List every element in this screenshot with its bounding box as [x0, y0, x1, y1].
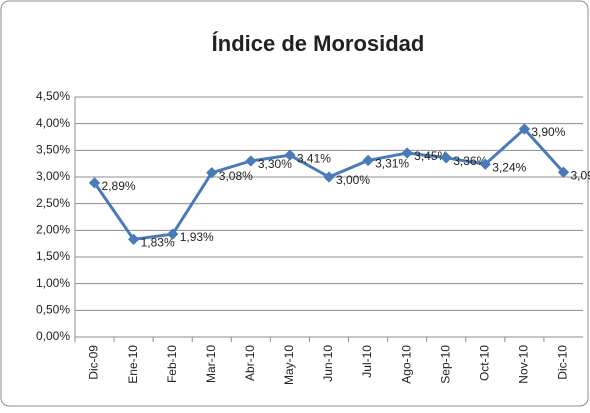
data-label: 3,24% — [492, 160, 526, 174]
chart-title: Índice de Morosidad — [212, 31, 425, 56]
data-label: 3,30% — [258, 157, 292, 171]
marker — [284, 149, 296, 161]
x-tick-label: Dic-09 — [87, 345, 101, 380]
y-tick-label: 0,00% — [36, 329, 70, 343]
marker — [440, 152, 452, 164]
x-tick-label: Jul-10 — [360, 345, 374, 378]
data-label: 3,00% — [336, 173, 370, 187]
x-tick-label: Mar-10 — [204, 345, 218, 383]
y-tick-label: 2,50% — [36, 196, 70, 210]
y-tick-label: 4,50% — [36, 89, 70, 103]
y-tick-label: 1,50% — [36, 249, 70, 263]
marker — [167, 228, 179, 240]
y-tick-label: 3,50% — [36, 143, 70, 157]
y-tick-label: 4,00% — [36, 116, 70, 130]
data-label: 2,89% — [102, 179, 136, 193]
x-tick-label: May-10 — [282, 345, 296, 385]
marker — [479, 158, 491, 170]
marker — [401, 147, 413, 159]
x-tick-label: Nov-10 — [517, 345, 531, 384]
marker — [323, 171, 335, 183]
y-tick-label: 2,00% — [36, 223, 70, 237]
data-label: 3,45% — [414, 149, 448, 163]
marker — [362, 154, 374, 167]
data-label: 3,41% — [297, 151, 331, 165]
data-label: 3,09% — [570, 168, 590, 182]
x-tick-label: Abr-10 — [243, 345, 257, 381]
x-tick-label: Oct-10 — [477, 345, 491, 381]
x-tick-label: Ene-10 — [126, 345, 140, 384]
marker — [245, 155, 257, 167]
y-tick-label: 0,50% — [36, 303, 70, 317]
marker — [206, 167, 218, 179]
y-tick-label: 3,00% — [36, 169, 70, 183]
data-label: 1,93% — [180, 230, 214, 244]
x-tick-label: Ago-10 — [399, 345, 413, 384]
marker — [557, 166, 570, 178]
marker — [127, 233, 140, 246]
x-tick-label: Sep-10 — [438, 345, 452, 384]
data-label: 3,31% — [375, 157, 409, 171]
data-label: 3,36% — [453, 154, 487, 168]
y-tick-label: 1,00% — [36, 276, 70, 290]
x-tick-label: Dic-10 — [556, 345, 570, 380]
data-label: 1,83% — [141, 236, 175, 250]
x-tick-label: Jun-10 — [321, 345, 335, 382]
data-label: 3,90% — [531, 125, 565, 139]
data-label: 3,08% — [219, 169, 253, 183]
x-tick-label: Feb-10 — [165, 345, 179, 383]
